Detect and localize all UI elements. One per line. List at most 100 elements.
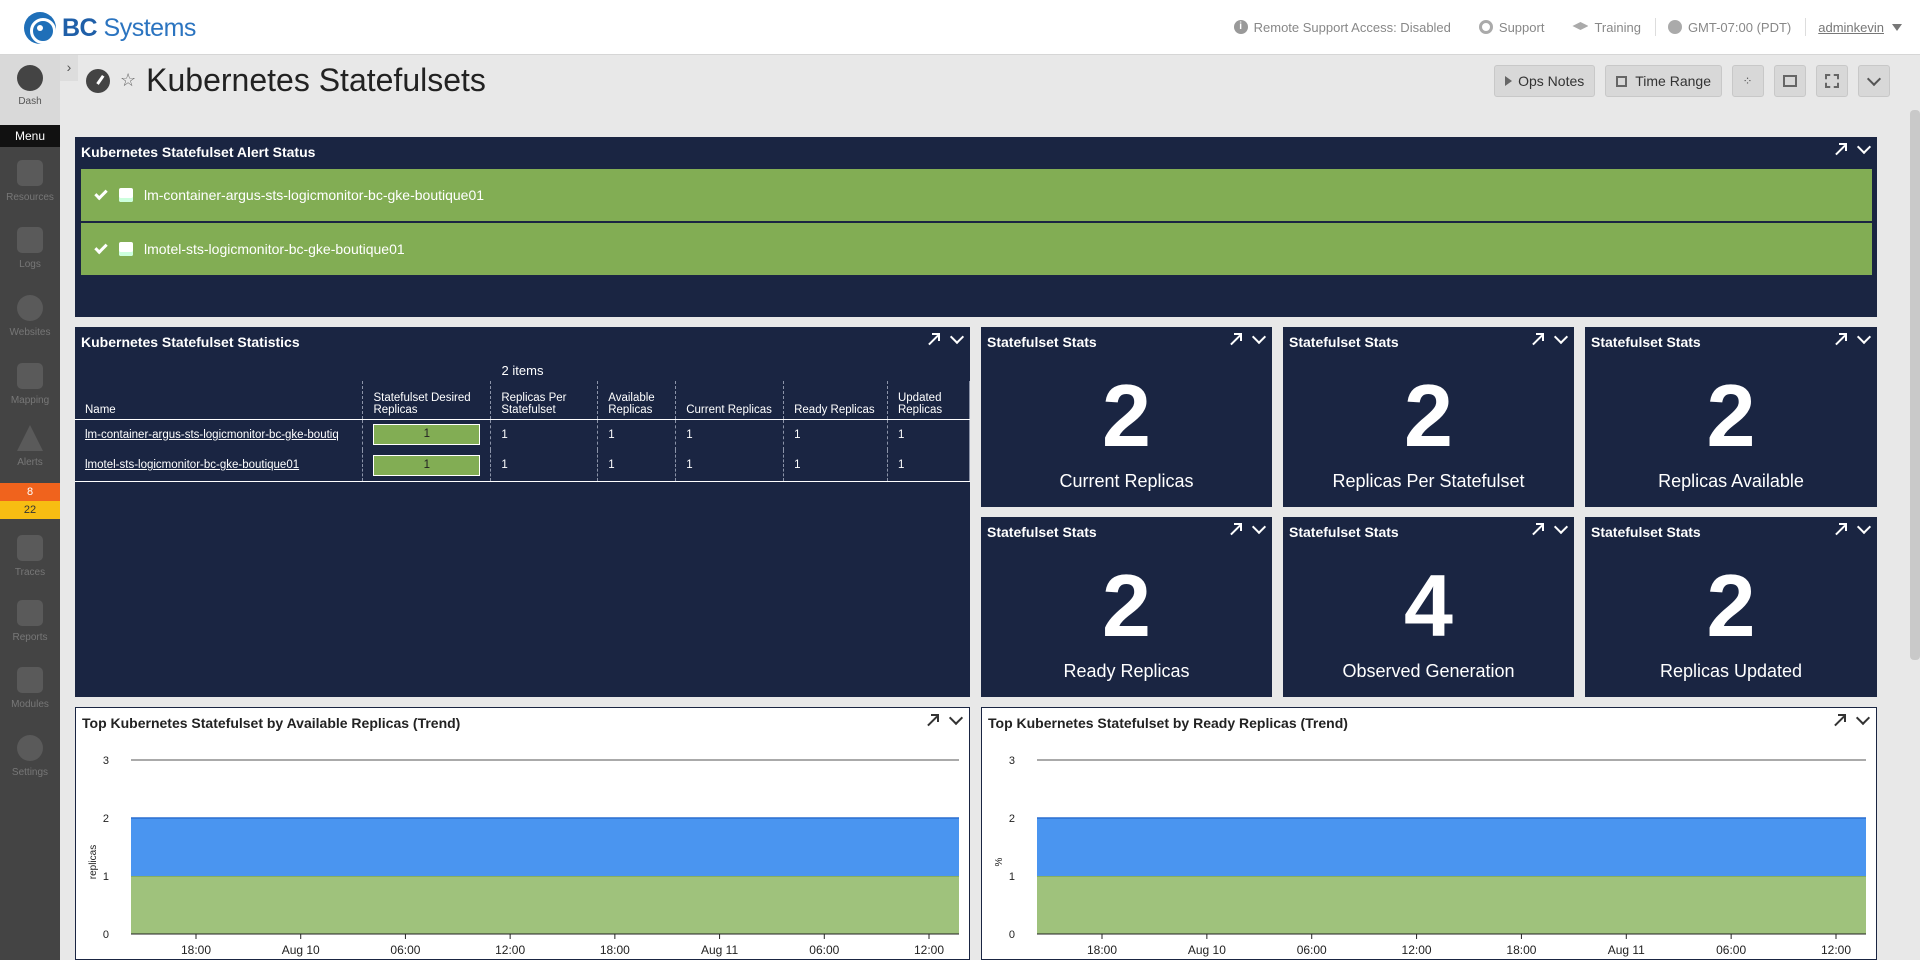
time-range-label: Time Range [1635, 73, 1711, 89]
time-range-button[interactable]: Time Range [1605, 65, 1722, 97]
column-header[interactable]: Available Replicas [597, 381, 677, 420]
table-cell: 1 [490, 450, 599, 482]
expand-icon[interactable] [1833, 143, 1847, 157]
trend-chart[interactable]: 0 1 2 3% 18:00 Aug 10 06:00 12:00 18:00 Aug 11 06:… [982, 738, 1876, 960]
alert-row[interactable]: lmotel-sts-logicmonitor-bc-gke-boutique0… [81, 223, 1872, 275]
x-tick-label: 18:00 [1087, 943, 1117, 957]
fullscreen-icon [1825, 74, 1839, 88]
clone-button[interactable] [1774, 65, 1806, 97]
sidebar-item-logs[interactable]: Logs [0, 227, 60, 270]
chevron-down-icon[interactable] [1251, 519, 1267, 535]
column-header[interactable]: Updated Replicas [887, 381, 971, 420]
ops-notes-button[interactable]: Ops Notes [1494, 65, 1596, 97]
chevron-down-icon[interactable] [1856, 519, 1872, 535]
clone-icon [1783, 75, 1797, 87]
chevron-down-icon[interactable] [948, 710, 964, 726]
expand-icon[interactable] [1833, 523, 1847, 537]
sidebar-item-mapping[interactable]: Mapping [0, 363, 60, 406]
sidebar-item-traces[interactable]: Traces [0, 535, 60, 578]
favorite-star-icon[interactable]: ☆ [120, 70, 137, 90]
expand-icon[interactable] [1530, 333, 1544, 347]
chevron-down-icon[interactable] [1856, 329, 1872, 345]
chevron-down-icon[interactable] [1855, 710, 1871, 726]
alert-icon [17, 425, 43, 451]
x-tick-label: Aug 10 [282, 943, 320, 957]
chart-widget-available-replicas: Top Kubernetes Statefulset by Available … [75, 707, 970, 960]
widget-title: Statefulset Stats [987, 334, 1097, 350]
big-number-value: 2 [1706, 556, 1756, 655]
sidebar-collapse-toggle[interactable]: › [60, 55, 78, 81]
support-link[interactable]: Support [1478, 20, 1544, 35]
column-header[interactable]: Ready Replicas [783, 381, 888, 420]
sidebar-item-modules[interactable]: Modules [0, 667, 60, 710]
chevron-down-icon[interactable] [1553, 519, 1569, 535]
chevron-down-icon[interactable] [949, 329, 965, 345]
dashboard-icon [86, 68, 110, 93]
x-tick-label: Aug 11 [1608, 943, 1645, 957]
widgets-button[interactable]: ⁘ [1732, 65, 1764, 97]
expand-icon[interactable] [1228, 523, 1242, 537]
logo[interactable]: BC Systems [24, 12, 196, 44]
table-cell: 1 [675, 450, 785, 482]
alert-row[interactable]: lm-container-argus-sts-logicmonitor-bc-g… [81, 169, 1872, 221]
timezone-selector[interactable]: GMT-07:00 (PDT) [1667, 20, 1791, 35]
graduation-cap-icon [1572, 22, 1589, 30]
resource-link[interactable]: lmotel-sts-logicmonitor-bc-gke-boutique0… [75, 450, 364, 482]
expand-icon[interactable] [1228, 333, 1242, 347]
column-header[interactable]: Replicas Per Statefulset [490, 381, 599, 420]
y-tick-label: 3 [103, 755, 109, 767]
column-header[interactable]: Statefulset Desired Replicas [362, 381, 492, 420]
table-cell: 1 [597, 450, 677, 482]
chevron-down-icon[interactable] [1553, 329, 1569, 345]
chevron-down-icon[interactable] [1856, 139, 1872, 155]
sidebar-item-reports[interactable]: Reports [0, 600, 60, 643]
area-series-1 [1037, 818, 1866, 876]
x-tick-label: Aug 10 [1188, 943, 1226, 957]
area-series-0 [1037, 876, 1866, 934]
column-header[interactable]: Current Replicas [675, 381, 785, 420]
items-count: 2 items [501, 363, 544, 378]
sidebar-item-dash[interactable]: Dash [0, 55, 60, 125]
alert-count-badge-error[interactable]: 8 [0, 483, 60, 501]
top-bar: BC Systems i Remote Support Access: Disa… [0, 0, 1920, 55]
big-number-label: Ready Replicas [1063, 661, 1190, 681]
more-options-button[interactable] [1858, 65, 1890, 97]
y-axis-label: % [994, 857, 1005, 866]
training-label: Training [1594, 19, 1641, 35]
sidebar-item-websites[interactable]: Websites [0, 295, 60, 338]
sidebar-item-alerts[interactable]: Alerts [0, 425, 60, 468]
sidebar-item-label: Settings [11, 767, 49, 778]
trend-chart[interactable]: 0 1 2 3 replicas 18:00 Aug 10 06:00 12:00 18:00 Au… [76, 738, 969, 960]
table-cell: 1 [490, 419, 599, 450]
expand-icon[interactable] [926, 333, 940, 347]
fullscreen-button[interactable] [1816, 65, 1848, 97]
sidebar-item-settings[interactable]: Settings [0, 735, 60, 778]
big-number-value: 4 [1404, 556, 1453, 655]
ops-notes-label: Ops Notes [1518, 73, 1585, 89]
server-icon [119, 242, 133, 256]
user-menu[interactable]: adminkevin [1818, 20, 1902, 35]
globe-icon [1667, 20, 1682, 34]
remote-support-status[interactable]: i Remote Support Access: Disabled [1233, 20, 1451, 35]
check-icon [94, 240, 108, 254]
resource-link[interactable]: lm-container-argus-sts-logicmonitor-bc-g… [75, 419, 364, 450]
table-row: lmotel-sts-logicmonitor-bc-gke-boutique0… [75, 450, 971, 482]
chevron-down-icon[interactable] [1251, 329, 1267, 345]
alert-count-badge-warning[interactable]: 22 [0, 501, 60, 519]
menu-button[interactable]: Menu [0, 125, 60, 147]
column-header[interactable]: Name [75, 381, 364, 420]
expand-icon[interactable] [1832, 714, 1846, 728]
statistics-widget: Kubernetes Statefulset Statistics 2 item… [75, 327, 971, 697]
big-number-label: Current Replicas [1059, 471, 1194, 491]
table-cell: 1 [783, 419, 888, 450]
sidebar-item-resources[interactable]: Resources [0, 160, 60, 203]
widget-title: Kubernetes Statefulset Statistics [81, 334, 300, 350]
big-number-widget: Statefulset Stats 2 Ready Replicas [981, 517, 1272, 697]
expand-icon[interactable] [925, 714, 939, 728]
username: adminkevin [1818, 19, 1884, 35]
server-icon [17, 160, 43, 186]
expand-icon[interactable] [1833, 333, 1847, 347]
page-scrollbar[interactable] [1910, 110, 1920, 660]
expand-icon[interactable] [1530, 523, 1544, 537]
training-link[interactable]: Training [1572, 19, 1641, 35]
